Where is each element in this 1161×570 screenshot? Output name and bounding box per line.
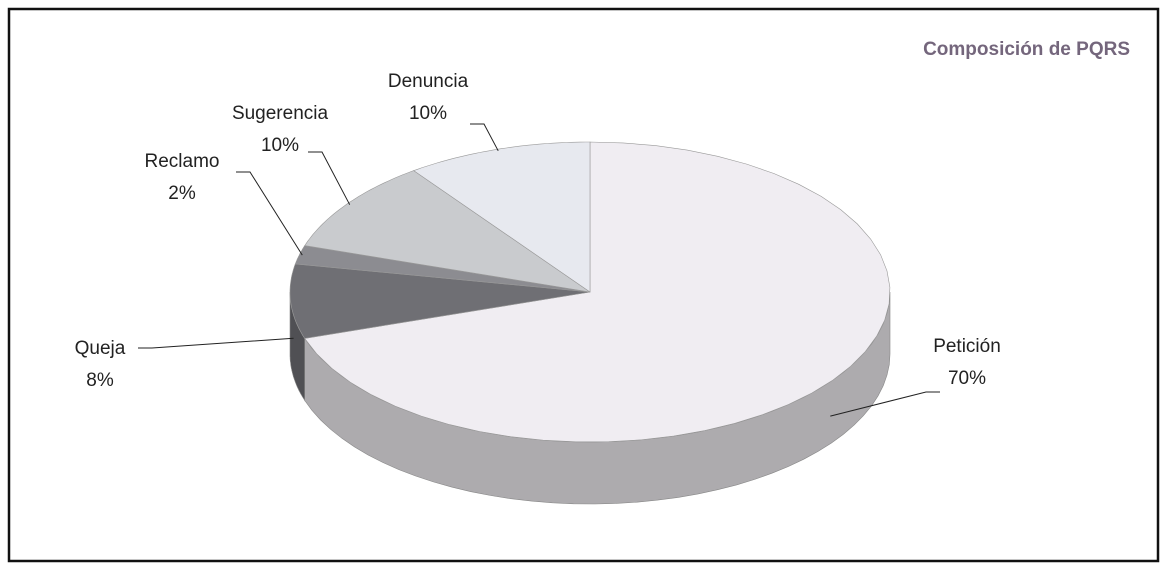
slice-label: Reclamo [145, 151, 220, 172]
chart-title: Composición de PQRS [923, 39, 1130, 60]
leader-line [470, 123, 499, 152]
slice [304, 170, 591, 293]
slice-value-label: 8% [86, 370, 114, 391]
slice-value-label: 10% [409, 103, 447, 124]
slice-value-label: 10% [261, 135, 299, 156]
leader-line [830, 391, 940, 417]
leader-line [236, 171, 303, 256]
leader-line [138, 337, 294, 349]
slice [304, 141, 891, 443]
slice-label: Sugerencia [232, 103, 329, 124]
leader-line [308, 151, 351, 205]
slice-label: Petición [933, 336, 1001, 357]
slice-label: Queja [75, 338, 126, 359]
slice-value-label: 2% [168, 183, 196, 204]
slice-value-label: 70% [948, 368, 986, 389]
slice [289, 263, 591, 339]
slice-label: Denuncia [388, 71, 469, 92]
slice [294, 245, 591, 293]
